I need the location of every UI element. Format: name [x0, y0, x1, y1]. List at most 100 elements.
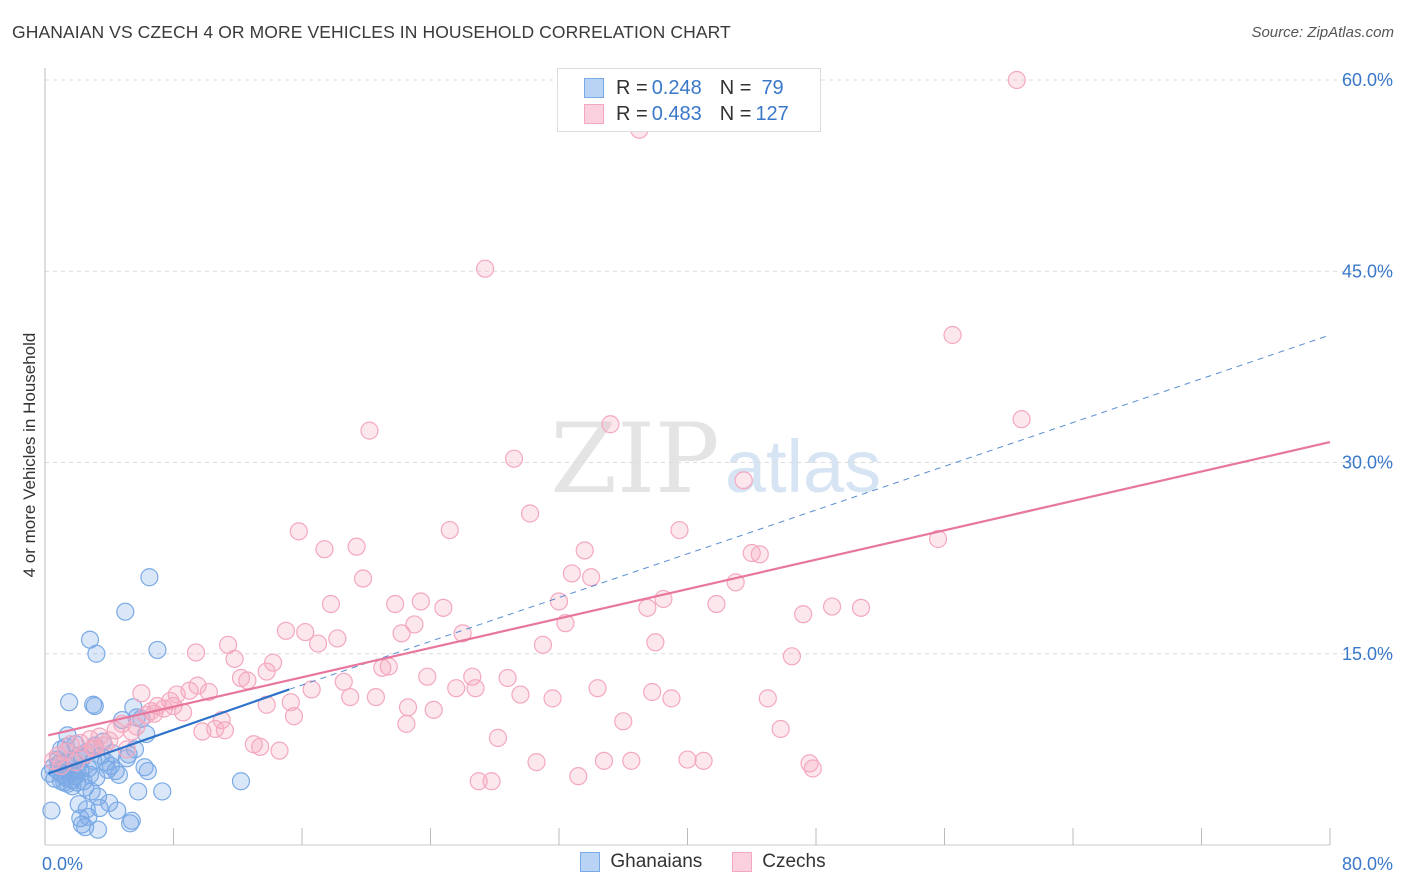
data-point	[643, 682, 662, 702]
data-point	[424, 700, 443, 719]
legend-item-czechs[interactable]: Czechs	[732, 851, 826, 873]
czechs-legend-swatch	[732, 852, 753, 872]
data-point	[360, 421, 379, 440]
source-label[interactable]: Source: ZipAtlas.com	[1251, 24, 1394, 41]
data-point	[851, 598, 871, 617]
data-point	[575, 541, 594, 560]
series-legend: Ghanaians Czechs	[0, 851, 1406, 873]
data-point	[379, 657, 398, 676]
data-point	[392, 624, 411, 643]
data-point	[750, 545, 769, 564]
stats-legend-row-czechs: R = 0.483 N = 127	[584, 101, 793, 127]
data-point	[418, 667, 437, 686]
chart-title: GHANAIAN VS CZECH 4 OR MORE VEHICLES IN …	[12, 22, 731, 42]
trend-line-ghanaians	[47, 688, 290, 775]
watermark-atlas: atlas	[725, 425, 881, 508]
ghanaians-swatch	[584, 78, 604, 98]
data-point	[588, 679, 607, 698]
data-point	[231, 772, 251, 791]
data-point	[206, 719, 225, 739]
data-point	[284, 707, 304, 726]
data-point	[662, 689, 681, 708]
y-tick-label: 45.0%	[1342, 261, 1393, 281]
data-point	[397, 714, 416, 733]
data-point	[734, 471, 753, 490]
data-point	[140, 568, 159, 587]
data-point	[85, 696, 104, 716]
data-point	[276, 621, 296, 640]
data-point	[59, 693, 79, 712]
data-point	[646, 633, 665, 652]
data-point	[122, 811, 141, 830]
data-point	[270, 741, 289, 760]
data-point	[87, 644, 106, 663]
x-tick-label: 0.0%	[42, 854, 83, 874]
data-point	[520, 504, 540, 523]
data-point	[1007, 70, 1026, 90]
data-point	[101, 756, 120, 776]
data-point	[100, 731, 119, 750]
data-point	[943, 325, 962, 345]
data-point	[122, 722, 141, 741]
data-point	[328, 629, 347, 648]
r-value: 0.248	[651, 76, 702, 99]
y-tick-label: 60.0%	[1342, 70, 1393, 90]
stats-legend-row-ghanaians: R = 0.248 N = 79	[584, 75, 788, 101]
data-point	[928, 529, 948, 549]
data-point	[670, 520, 689, 540]
data-point	[482, 772, 501, 791]
data-point	[90, 727, 109, 746]
data-point	[466, 679, 485, 698]
data-point	[353, 569, 373, 588]
data-point	[562, 564, 581, 583]
legend-item-ghanaians[interactable]: Ghanaians	[580, 851, 702, 873]
trend-line-czechs	[47, 441, 1331, 737]
legend-label-czechs: Czechs	[762, 851, 826, 872]
series-ghanaians	[40, 568, 251, 839]
trend-line-extension	[288, 334, 1331, 690]
data-point	[116, 602, 135, 621]
data-point	[302, 680, 321, 699]
data-point	[782, 647, 802, 666]
data-point	[582, 568, 601, 587]
data-point	[707, 594, 726, 614]
data-point	[549, 592, 569, 611]
n-label: N =	[719, 102, 752, 125]
stats-legend: R = 0.248 N = 79 R = 0.483 N = 127	[557, 68, 821, 132]
data-point	[238, 671, 257, 690]
data-point	[386, 594, 405, 614]
data-point	[153, 782, 172, 801]
data-point	[315, 540, 334, 559]
data-point	[569, 767, 588, 786]
data-point	[488, 728, 508, 748]
x-tick-label: 80.0%	[1342, 854, 1393, 874]
data-point	[145, 704, 164, 723]
data-point	[263, 653, 283, 672]
data-point	[188, 676, 207, 695]
data-point	[405, 615, 424, 634]
data-point	[758, 689, 777, 708]
data-point	[527, 753, 546, 772]
data-point	[138, 761, 157, 781]
data-point	[55, 773, 74, 792]
data-point	[334, 672, 353, 691]
n-value: 127	[755, 102, 789, 125]
data-point	[533, 635, 553, 654]
data-point	[476, 259, 495, 278]
data-point	[108, 801, 127, 820]
data-point	[61, 735, 80, 754]
data-point	[694, 751, 713, 770]
data-point	[1012, 410, 1031, 429]
data-point	[251, 737, 270, 756]
data-point	[498, 668, 517, 688]
data-point	[800, 754, 819, 773]
data-point	[42, 801, 61, 820]
data-point	[257, 662, 276, 681]
data-point	[148, 640, 167, 660]
y-tick-label: 15.0%	[1342, 644, 1393, 664]
r-label: R =	[616, 102, 648, 125]
data-point	[463, 667, 482, 686]
data-point	[447, 679, 466, 698]
data-point	[440, 520, 459, 540]
r-label: R =	[616, 76, 648, 99]
